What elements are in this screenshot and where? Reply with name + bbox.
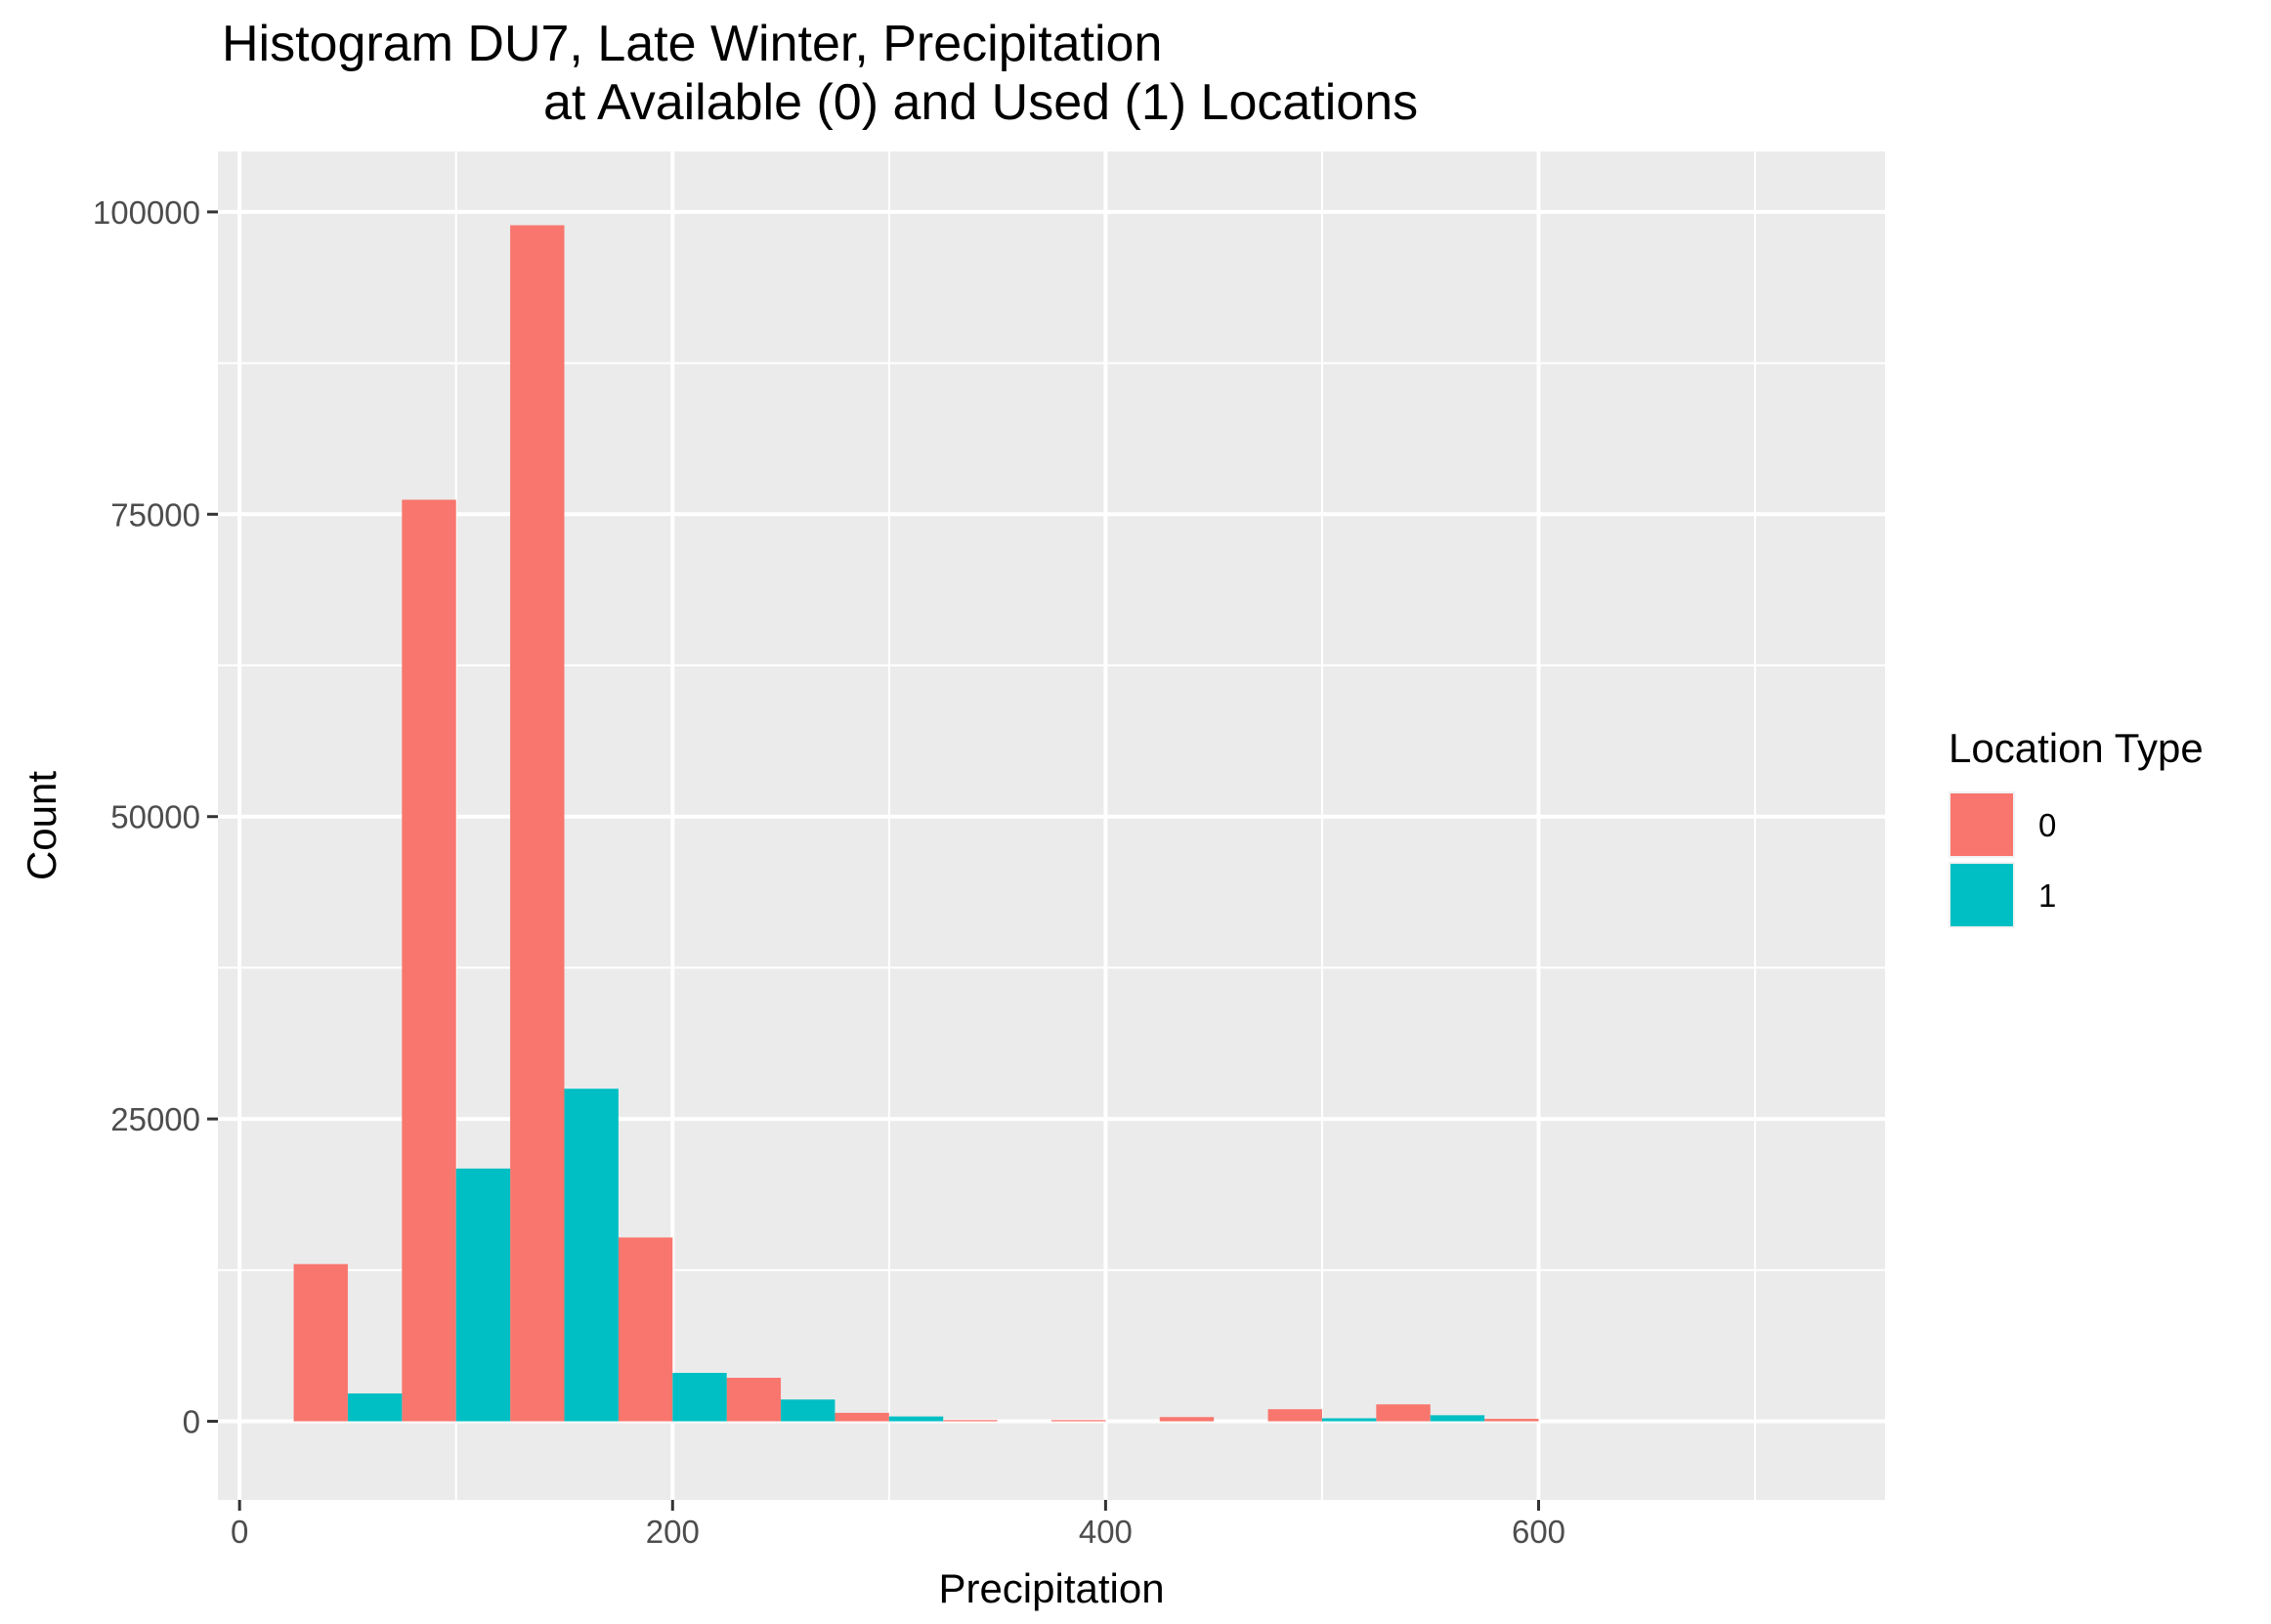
x-tick-label: 400: [1079, 1514, 1133, 1550]
bar-series-1: [1430, 1415, 1485, 1422]
x-tick-label: 0: [231, 1514, 248, 1550]
x-tick-label: 600: [1512, 1514, 1565, 1550]
bar-series-0: [510, 225, 565, 1422]
legend-key-1: [1950, 864, 2013, 926]
bar-series-1: [888, 1416, 944, 1422]
bar-series-0: [1051, 1420, 1106, 1422]
bar-series-1: [1321, 1418, 1377, 1422]
y-tick-label: 0: [183, 1404, 200, 1440]
x-tick-label: 200: [646, 1514, 700, 1550]
y-axis-title: Count: [19, 771, 64, 880]
bar-series-0: [1484, 1419, 1539, 1422]
bar-series-0: [726, 1377, 782, 1422]
legend: Location Type 0 1: [1949, 725, 2204, 928]
y-tick-label: 100000: [93, 194, 200, 231]
bar-series-1: [781, 1399, 836, 1422]
bar-series-1: [455, 1168, 511, 1422]
chart-subtitle: at Available (0) and Used (1) Locations: [543, 74, 1418, 131]
bar-series-1: [347, 1393, 403, 1422]
bar-series-0: [293, 1263, 348, 1422]
y-tick-label: 25000: [110, 1101, 200, 1137]
legend-key-0: [1950, 793, 2013, 856]
bar-series-1: [672, 1373, 727, 1422]
y-tick-label: 50000: [110, 799, 200, 835]
bar-series-0: [1159, 1417, 1215, 1422]
chart-title: Histogram DU7, Late Winter, Precipitatio…: [222, 16, 1162, 72]
bar-series-0: [402, 499, 456, 1422]
y-tick-label: 75000: [110, 496, 200, 533]
legend-label-0: 0: [2038, 807, 2056, 843]
axis-ticks: 0 200 400 600 0 25000 50000 75000 100000: [93, 194, 1565, 1550]
bars: [293, 225, 1539, 1422]
bar-series-0: [618, 1237, 673, 1422]
bar-series-0: [1267, 1409, 1322, 1422]
legend-title: Location Type: [1949, 725, 2204, 771]
legend-label-1: 1: [2038, 877, 2056, 914]
x-axis-title: Precipitation: [938, 1565, 1164, 1611]
bar-series-1: [564, 1089, 619, 1422]
bar-series-0: [943, 1420, 998, 1422]
bar-series-0: [1376, 1404, 1431, 1422]
bar-series-0: [835, 1412, 889, 1422]
minor-gridlines: [218, 151, 1885, 1500]
